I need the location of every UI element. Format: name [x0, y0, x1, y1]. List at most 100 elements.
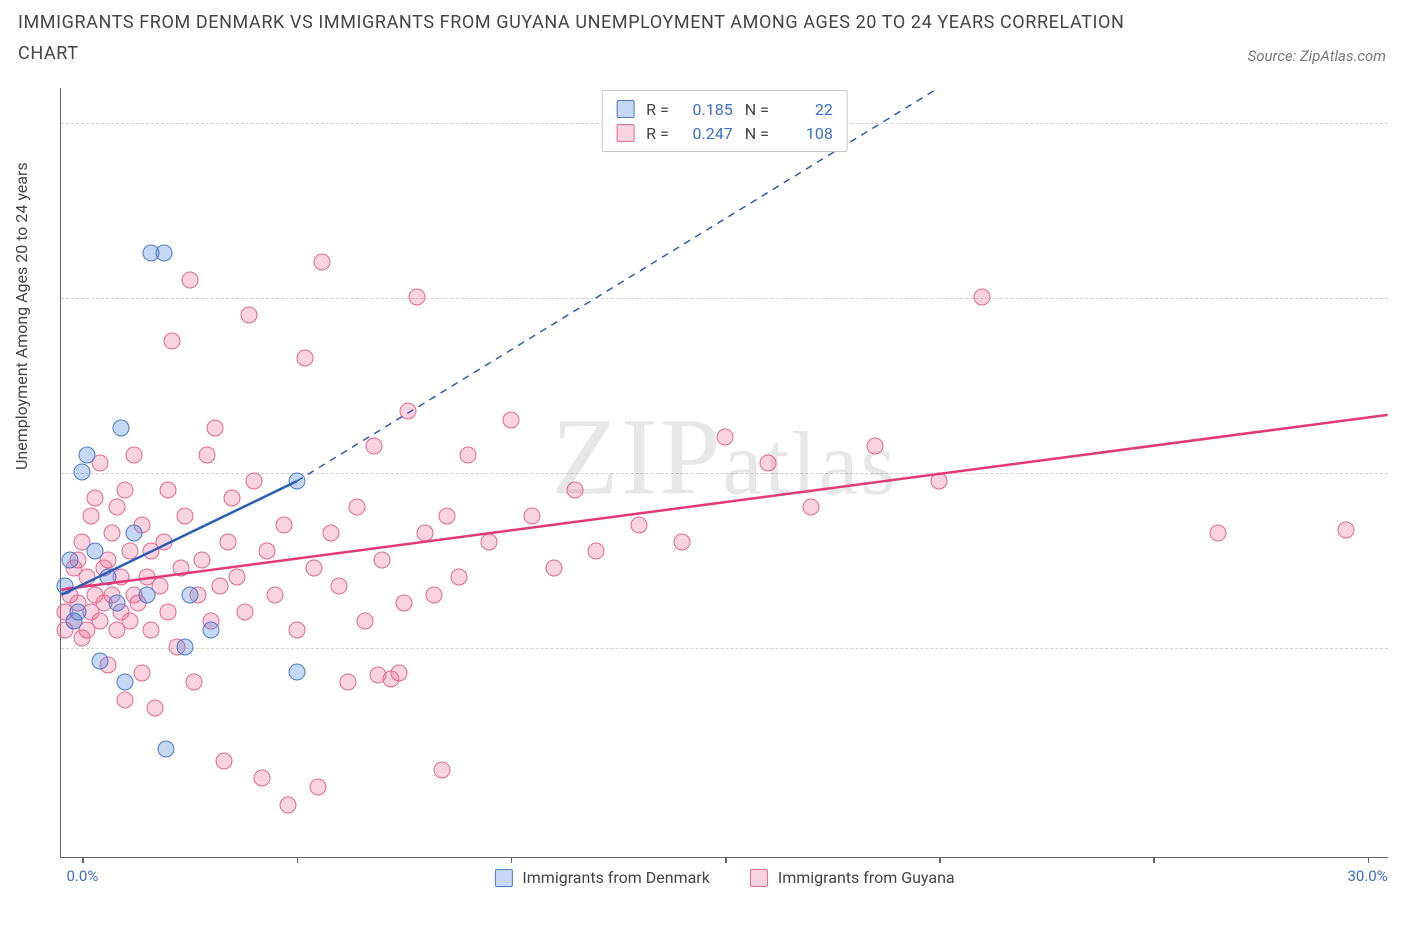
- data-point-guyana: [134, 665, 151, 682]
- data-point-guyana: [365, 437, 382, 454]
- data-point-guyana: [802, 499, 819, 516]
- swatch-icon: [750, 869, 768, 887]
- data-point-guyana: [241, 306, 258, 323]
- data-point-denmark: [61, 551, 78, 568]
- data-point-guyana: [305, 560, 322, 577]
- data-point-denmark: [202, 621, 219, 638]
- data-point-guyana: [391, 665, 408, 682]
- data-point-guyana: [245, 472, 262, 489]
- data-point-guyana: [974, 289, 991, 306]
- data-point-denmark: [177, 639, 194, 656]
- data-point-guyana: [417, 525, 434, 542]
- data-point-guyana: [185, 674, 202, 691]
- data-point-guyana: [322, 525, 339, 542]
- stats-row: R =0.185 N =22: [616, 97, 833, 121]
- x-tick: [1153, 857, 1155, 863]
- data-point-guyana: [237, 604, 254, 621]
- data-point-guyana: [674, 534, 691, 551]
- data-point-guyana: [866, 437, 883, 454]
- data-point-guyana: [224, 490, 241, 507]
- gridline: [61, 298, 1388, 299]
- x-tick-label: 0.0%: [67, 867, 99, 885]
- data-point-guyana: [502, 411, 519, 428]
- data-point-guyana: [399, 402, 416, 419]
- data-point-denmark: [117, 674, 134, 691]
- x-tick: [297, 857, 299, 863]
- data-point-guyana: [567, 481, 584, 498]
- data-point-guyana: [297, 350, 314, 367]
- data-point-guyana: [348, 499, 365, 516]
- data-point-denmark: [112, 420, 129, 437]
- scatter-plot: ZIPatlas R =0.185 N =22 R =0.247 N =108 …: [60, 88, 1388, 858]
- swatch-icon: [494, 869, 512, 887]
- data-point-guyana: [121, 542, 138, 559]
- legend-item: Immigrants from Guyana: [750, 868, 955, 887]
- data-point-guyana: [451, 569, 468, 586]
- data-point-guyana: [588, 542, 605, 559]
- data-point-guyana: [288, 621, 305, 638]
- data-point-guyana: [91, 612, 108, 629]
- data-point-denmark: [125, 525, 142, 542]
- data-point-denmark: [108, 595, 125, 612]
- data-point-guyana: [395, 595, 412, 612]
- data-point-guyana: [931, 472, 948, 489]
- data-point-guyana: [160, 604, 177, 621]
- data-point-guyana: [357, 612, 374, 629]
- y-axis-label: Unemployment Among Ages 20 to 24 years: [12, 162, 31, 470]
- data-point-denmark: [155, 245, 172, 262]
- data-point-guyana: [275, 516, 292, 533]
- data-point-denmark: [87, 542, 104, 559]
- watermark: ZIPatlas: [552, 394, 898, 521]
- data-point-guyana: [104, 525, 121, 542]
- data-point-denmark: [288, 472, 305, 489]
- x-tick-label: 30.0%: [1347, 867, 1387, 885]
- data-point-guyana: [459, 446, 476, 463]
- data-point-denmark: [74, 464, 91, 481]
- x-tick: [82, 857, 84, 863]
- x-tick: [1368, 857, 1370, 863]
- data-point-guyana: [87, 490, 104, 507]
- swatch-icon: [616, 124, 634, 142]
- data-point-denmark: [181, 586, 198, 603]
- data-point-denmark: [157, 740, 174, 757]
- data-point-guyana: [717, 429, 734, 446]
- data-point-denmark: [57, 577, 74, 594]
- data-point-guyana: [198, 446, 215, 463]
- legend-item: Immigrants from Denmark: [494, 868, 709, 887]
- data-point-guyana: [82, 507, 99, 524]
- data-point-guyana: [172, 560, 189, 577]
- data-point-denmark: [91, 653, 108, 670]
- gridline: [61, 473, 1388, 474]
- data-point-guyana: [438, 507, 455, 524]
- data-point-guyana: [108, 499, 125, 516]
- data-point-guyana: [1209, 525, 1226, 542]
- data-point-guyana: [147, 700, 164, 717]
- data-point-guyana: [254, 770, 271, 787]
- data-point-guyana: [117, 481, 134, 498]
- data-point-guyana: [211, 577, 228, 594]
- data-point-guyana: [524, 507, 541, 524]
- data-point-denmark: [70, 604, 87, 621]
- data-point-guyana: [125, 446, 142, 463]
- data-point-guyana: [177, 507, 194, 524]
- data-point-guyana: [78, 569, 95, 586]
- data-point-guyana: [631, 516, 648, 533]
- data-point-guyana: [267, 586, 284, 603]
- data-point-denmark: [138, 586, 155, 603]
- data-point-guyana: [220, 534, 237, 551]
- data-point-guyana: [310, 779, 327, 796]
- data-point-guyana: [121, 612, 138, 629]
- data-point-guyana: [481, 534, 498, 551]
- data-point-guyana: [160, 481, 177, 498]
- data-point-guyana: [280, 796, 297, 813]
- x-tick: [939, 857, 941, 863]
- data-point-guyana: [194, 551, 211, 568]
- source-attribution: Source: ZipAtlas.com: [1248, 47, 1386, 69]
- data-point-denmark: [288, 663, 305, 680]
- x-tick: [511, 857, 513, 863]
- data-point-guyana: [228, 569, 245, 586]
- data-point-guyana: [425, 586, 442, 603]
- swatch-icon: [616, 100, 634, 118]
- data-point-guyana: [759, 455, 776, 472]
- data-point-guyana: [545, 560, 562, 577]
